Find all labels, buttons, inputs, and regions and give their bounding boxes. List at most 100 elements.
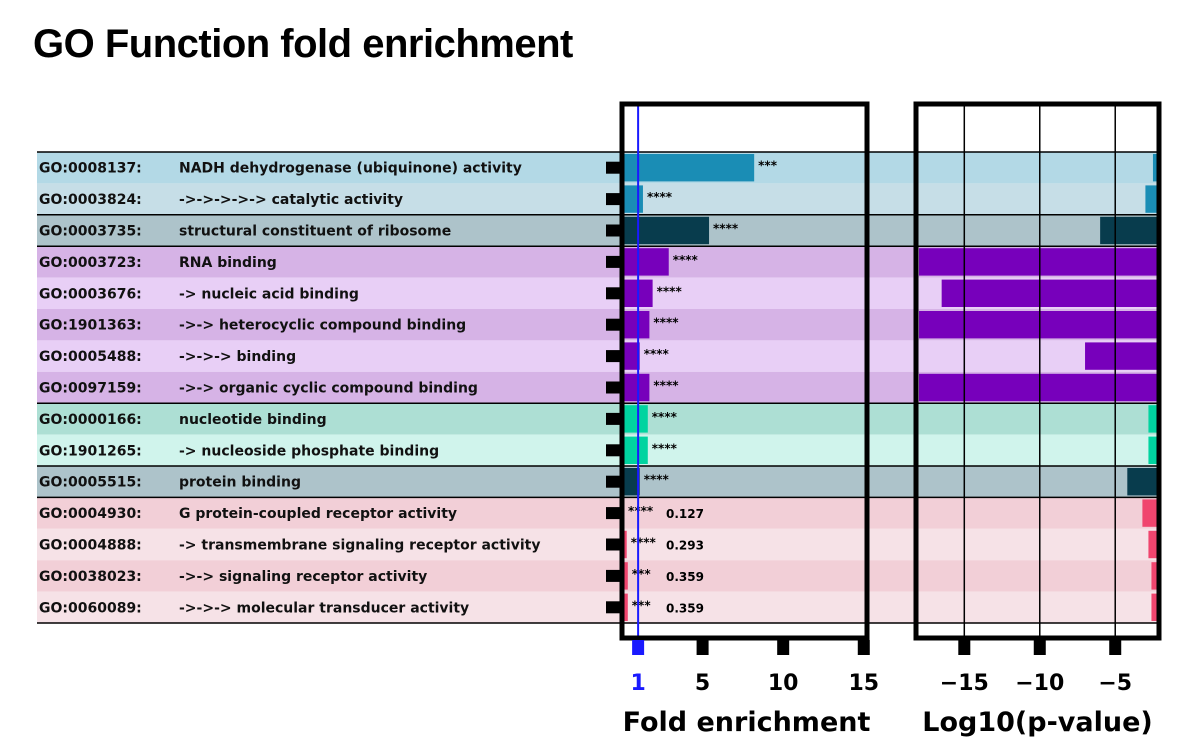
significance-label: **** [653,379,679,393]
go-id-label: GO:0097159: [39,381,142,397]
go-term-label: -> nucleoside phosphate binding [179,443,439,459]
pvalue-bar [1151,593,1159,621]
pvalue-bar [1100,216,1159,245]
pvalue-tick [1109,640,1122,655]
pvalue-bar [1148,436,1159,464]
row-tick [606,318,620,331]
row-background [37,340,1159,372]
fold-tick-label: 10 [768,671,799,696]
row-background [37,214,1159,247]
significance-label: **** [653,316,679,330]
pvalue-tick-label: −5 [1098,671,1132,696]
go-term-label: protein binding [179,475,301,491]
row-labels: GO:0008137: NADH dehydrogenase (ubiquinon… [39,161,620,616]
row-tick [606,412,620,425]
row-background [37,434,1159,466]
row-background [37,152,1159,184]
significance-label: **** [644,473,670,487]
pvalue-bar [1145,185,1159,213]
fold-bar [622,342,640,370]
fold-tick [696,640,709,655]
go-term-label: -> nucleic acid binding [179,286,359,302]
pvalue-bar [1148,405,1159,433]
go-term-label: ->-> heterocyclic compound binding [179,318,466,334]
go-term-label: RNA binding [179,255,277,271]
fold-tick-label: 1 [630,671,645,696]
row-backgrounds [37,151,1159,624]
fold-bar [622,593,628,621]
pvalue-bar [941,279,1159,307]
significance-label: **** [628,504,654,518]
go-term-label: structural constituent of ribosome [179,224,451,240]
go-id-label: GO:0003735: [39,224,142,240]
significance-label: **** [631,536,657,550]
pvalue-tick [1033,640,1046,655]
row-tick [606,444,620,457]
row-background [37,403,1159,435]
go-id-label: GO:0005515: [39,475,142,491]
value-label: 0.127 [666,507,704,521]
row-tick [606,350,620,363]
row-tick [606,287,620,300]
row-background [37,591,1159,623]
go-term-label: ->->-> binding [179,349,296,365]
go-id-label: GO:0005488: [39,349,142,365]
go-id-label: GO:0038023: [39,569,142,585]
pvalue-tick [958,640,971,655]
pvalue-bar [919,248,1159,276]
go-id-label: GO:0060089: [39,600,142,616]
go-id-label: GO:0004930: [39,506,142,522]
fold-bar [622,436,648,464]
significance-label: **** [644,347,670,361]
row-tick [606,224,620,237]
go-id-label: GO:0008137: [39,161,142,177]
go-term-label: nucleotide binding [179,412,327,428]
go-term-label: NADH dehydrogenase (ubiquinone) activity [179,161,522,177]
fold-bar [622,248,669,276]
row-tick [606,507,620,520]
go-id-label: GO:1901265: [39,443,142,459]
fold-axis-label: Fold enrichment [623,707,871,738]
fold-bar [622,373,650,402]
pvalue-axis-label: Log10(p-value) [922,707,1152,738]
fold-bar [622,311,650,339]
pvalue-bar [919,373,1159,402]
row-background [37,560,1159,592]
significance-label: **** [673,253,699,267]
go-id-label: GO:0003824: [39,192,142,208]
fold-bar [622,468,640,496]
significance-label: **** [713,222,739,236]
fold-tick [777,640,790,655]
significance-label: *** [758,159,778,173]
go-term-label: ->->-> molecular transducer activity [179,600,469,616]
row-tick [606,601,620,614]
row-tick [606,538,620,551]
pvalue-bar [1151,562,1159,590]
significance-label: *** [632,567,652,581]
significance-label: **** [652,441,678,455]
fold-tick-label: 15 [848,671,879,696]
row-tick [606,193,620,206]
fold-panel-frame [619,101,870,641]
bars: ****************************************… [622,154,1159,621]
value-label: 0.293 [666,539,704,553]
significance-label: **** [647,190,673,204]
row-background [37,497,1159,529]
go-id-label: GO:0003676: [39,286,142,302]
go-term-label: ->->->->-> catalytic activity [179,192,403,208]
row-tick [606,475,620,488]
fold-bar [622,154,755,182]
chart-title: GO Function fold enrichment [33,22,573,66]
row-tick [606,381,620,394]
go-id-label: GO:1901363: [39,318,142,334]
fold-bar [622,562,628,590]
go-term-label: ->-> signaling receptor activity [179,569,427,585]
row-background [37,183,1159,215]
significance-label: **** [657,284,683,298]
go-term-label: -> transmembrane signaling receptor acti… [179,538,540,554]
pvalue-bar [1127,468,1159,496]
fold-tick-label: 5 [695,671,710,696]
row-tick [606,255,620,268]
